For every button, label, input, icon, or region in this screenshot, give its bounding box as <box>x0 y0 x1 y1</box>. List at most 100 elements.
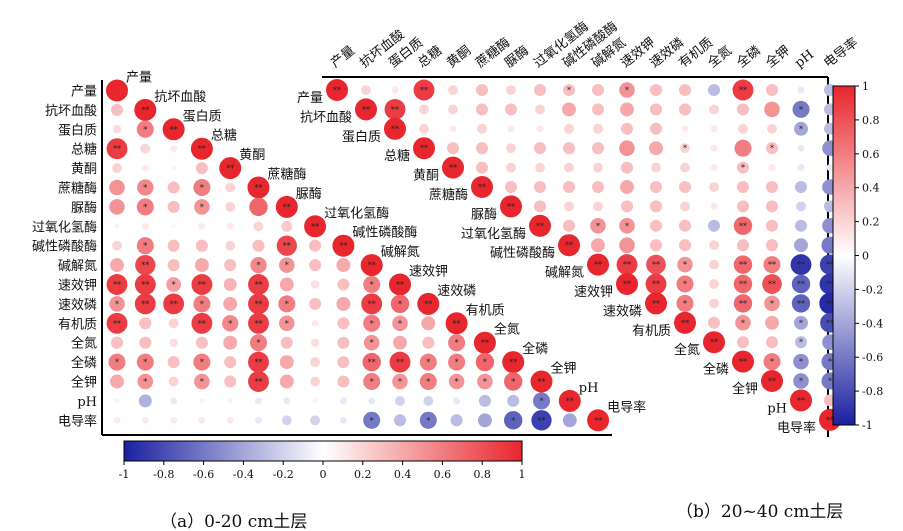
panel-a-cell-13-13 <box>473 331 496 354</box>
panel-a-cell-14-9 <box>362 352 381 372</box>
panel-a-cell-13-12 <box>448 334 466 352</box>
panel-a-cell-11-10 <box>390 294 410 314</box>
panel-b-cell-7-7 <box>529 214 551 237</box>
panel-b-cell-13-15 <box>765 336 779 349</box>
panel-a-cell-5-5-sig: ** <box>255 184 263 193</box>
panel-b-cell-0-10 <box>619 82 635 98</box>
panel-b-cell-2-14 <box>738 123 748 134</box>
panel-b-cell-3-12 <box>680 143 690 154</box>
panel-a-row-label-1: 抗坏血酸 <box>45 104 97 119</box>
panel-b-cell-2-2-sig: ** <box>391 125 399 134</box>
panel-a-cell-6-4 <box>225 201 236 212</box>
panel-b-cell-3-5 <box>475 142 489 155</box>
panel-b-cell-7-11 <box>649 219 663 232</box>
panel-b-cell-10-10 <box>616 273 638 295</box>
panel-b-cell-10-16 <box>791 274 811 294</box>
panel-b-cell-9-12-sig: * <box>683 261 687 270</box>
panel-b-cell-13-14 <box>736 336 750 349</box>
colorbar-a-tick-label-5: 0 <box>320 468 327 481</box>
panel-b-cell-5-16 <box>794 180 808 194</box>
panel-a-cell-15-2 <box>168 376 179 387</box>
panel-a-cell-17-2 <box>170 416 178 424</box>
panel-a-cell-9-6-sig: * <box>285 261 289 270</box>
panel-a-cell-10-1-sig: ** <box>141 281 149 290</box>
panel-a-cell-6-3 <box>194 199 210 215</box>
panel-a-cell-10-6 <box>279 277 294 292</box>
panel-b-cell-9-10-sig: ** <box>623 261 631 270</box>
panel-b-cell-12-15 <box>765 315 779 330</box>
panel-b-cell-3-15 <box>765 142 779 155</box>
panel-a-cell-14-6 <box>279 355 294 370</box>
panel-a-cell-16-13 <box>478 394 491 407</box>
panel-b-cell-10-14-sig: ** <box>739 280 747 289</box>
panel-b-cell-6-7 <box>533 200 547 213</box>
panel-a-row-label-14: 全磷 <box>71 355 97 371</box>
panel-b-cell-3-13 <box>710 144 718 152</box>
panel-a-cell-6-3-sig: * <box>200 203 204 212</box>
panel-a-cell-12-3 <box>191 312 213 334</box>
panel-b-cell-0-6 <box>506 85 516 95</box>
panel-a-diag-label-11: 速效磷 <box>437 284 476 299</box>
panel-b-cell-11-14 <box>733 294 753 313</box>
panel-b-cell-0-0-sig: ** <box>333 86 341 95</box>
panel-a-cell-11-3 <box>193 295 211 313</box>
panel-a-cell-15-0 <box>110 374 124 389</box>
panel-a-cell-16-15-sig: * <box>540 397 544 406</box>
panel-a-cell-13-5 <box>249 334 268 352</box>
panel-a-cell-14-5-sig: ** <box>255 358 263 367</box>
panel-a-cell-6-0 <box>109 199 125 215</box>
panel-b-cell-4-14-sig: * <box>741 164 745 173</box>
panel-a-cell-1-1-sig: ** <box>141 106 149 115</box>
colorbar-horizontal: -1 -0.8 -0.6 -0.4 -0.2 0 0.2 0.4 0.6 0.8 1 <box>119 440 526 481</box>
panel-b-cell-14-15 <box>763 353 781 371</box>
panel-a-cell-11-9-sig: ** <box>368 300 376 309</box>
panel-a-cell-17-15-sig: ** <box>538 416 546 425</box>
panel-b-cell-14-16-sig: * <box>799 358 803 367</box>
panel-b-cell-9-16-sig: ** <box>797 261 805 270</box>
panel-a-cell-10-4 <box>223 277 237 292</box>
panel-a-cell-13-1 <box>139 336 152 349</box>
panel-a-cell-10-8 <box>337 278 350 291</box>
panel-a-diag-label-17: 电导率 <box>607 399 646 415</box>
panel-b-diag-label-13: 全氮 <box>674 342 700 358</box>
panel-a-cell-14-12-sig: * <box>455 358 459 367</box>
panel-b-col-label-17: 电导率 <box>821 35 862 72</box>
panel-a-cell-16-6 <box>283 397 291 405</box>
panel-b-cell-12-14 <box>735 315 751 331</box>
panel-a-cell-13-0 <box>110 336 124 349</box>
panel-a-cell-7-7 <box>304 215 327 238</box>
panel-a-cell-17-16 <box>562 413 577 428</box>
panel-b-cell-7-10 <box>619 218 635 234</box>
panel-a-diag-label-16: pH <box>579 381 599 396</box>
panel-a-cell-16-1 <box>138 394 152 408</box>
panel-b-cell-1-12 <box>678 103 692 116</box>
panel-a-diag-label-4: 黄酮 <box>239 148 265 163</box>
panel-a-cell-14-1 <box>136 353 154 371</box>
panel-a-cell-9-0 <box>110 258 124 273</box>
panel-a-cell-15-5-sig: ** <box>255 378 263 387</box>
panel-a-cell-11-4 <box>223 296 238 311</box>
panel-a-cell-6-6-sig: ** <box>283 203 291 212</box>
panel-b-cell-0-1 <box>361 85 371 95</box>
panel-b-cell-7-12 <box>678 219 692 232</box>
panel-b-diag-label-1: 抗坏血酸 <box>300 110 352 125</box>
panel-a-cell-17-17-sig: ** <box>594 416 602 425</box>
panel-b-cell-14-14 <box>732 350 754 373</box>
panel-b-cell-0-5 <box>475 83 489 97</box>
panel-a-cell-15-10-sig: * <box>398 378 402 387</box>
panel-b-cell-0-16 <box>797 86 805 94</box>
panel-a-cell-17-1 <box>141 416 149 424</box>
panel-a-cell-8-1-sig: * <box>143 242 147 251</box>
panel-a-cell-12-12 <box>445 312 468 335</box>
panel-b-cell-4-6 <box>506 162 516 173</box>
colorbar-a-tick-label-3: -0.4 <box>233 468 254 481</box>
panel-b-cell-5-5 <box>471 176 493 198</box>
panel-a-cell-3-1 <box>140 143 151 154</box>
panel-a-cell-8-8 <box>332 234 355 257</box>
panel-b-cell-10-13 <box>709 279 719 289</box>
panel-a-cell-9-7 <box>309 259 322 272</box>
panel-b-cell-13-16-sig: * <box>799 338 803 347</box>
panel-a-cell-12-8 <box>337 317 350 330</box>
